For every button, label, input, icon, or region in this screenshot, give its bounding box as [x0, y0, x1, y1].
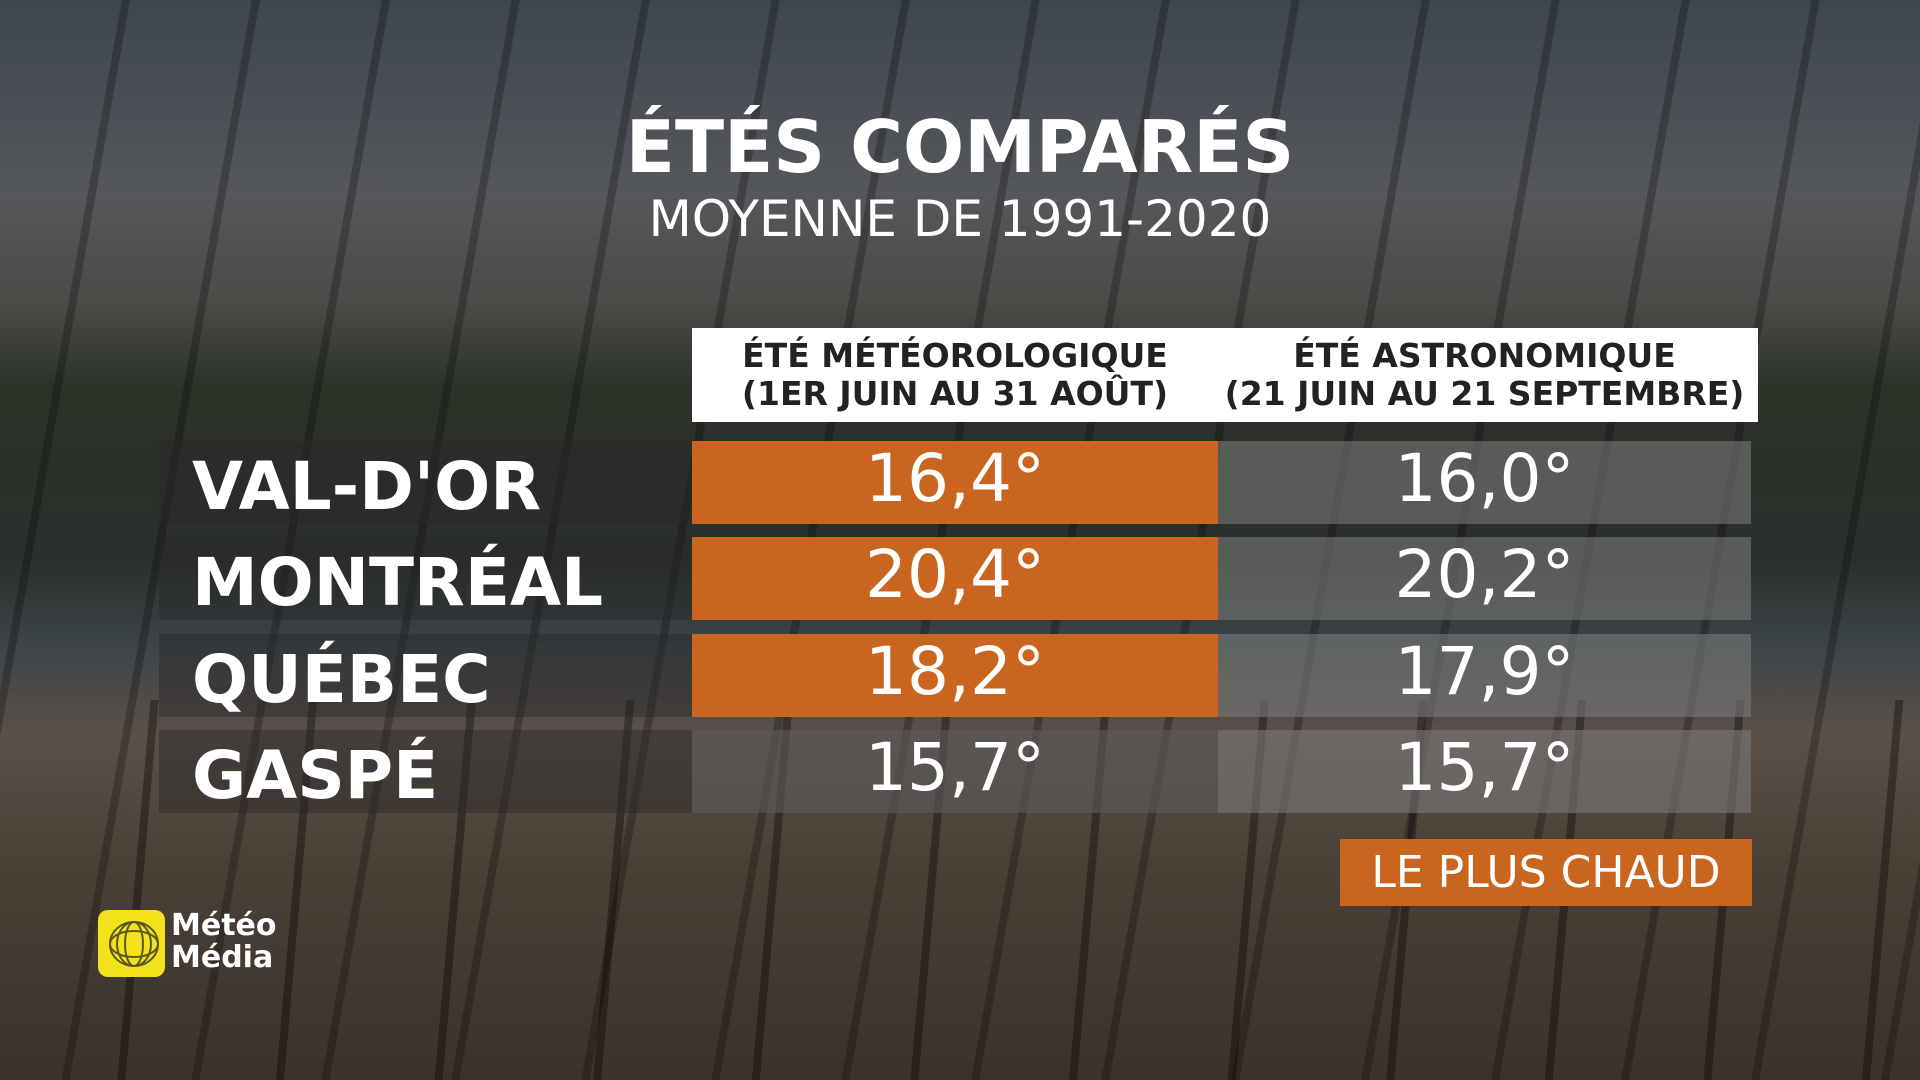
title: ÉTÉS COMPARÉS	[625, 105, 1295, 189]
column-header: ÉTÉ MÉTÉOROLOGIQUE	[742, 336, 1168, 375]
column-header: (1ER JUIN AU 31 AOÛT)	[741, 374, 1169, 413]
city-label: MONTRÉAL	[192, 544, 604, 621]
logo-line: Média	[171, 940, 274, 975]
logo-line: Météo	[171, 908, 277, 943]
city-label: GASPÉ	[192, 737, 439, 814]
subtitle: MOYENNE DE 1991-2020	[648, 190, 1272, 248]
city-label: QUÉBEC	[192, 641, 491, 718]
value-cell: 18,2°	[692, 634, 1218, 717]
value-cell: 17,9°	[1218, 634, 1751, 717]
logo-icon	[98, 910, 165, 977]
column-header: (21 JUIN AU 21 SEPTEMBRE)	[1224, 374, 1745, 413]
row-band	[159, 634, 692, 717]
row-band	[159, 441, 692, 524]
logo-text: Météo Média	[171, 910, 277, 974]
value-cell: 16,4°	[692, 441, 1218, 524]
value-cell: 15,7°	[1218, 730, 1751, 813]
row-band	[159, 730, 692, 813]
value-cell: 20,4°	[692, 537, 1218, 620]
column-header: ÉTÉ ASTRONOMIQUE	[1293, 336, 1676, 375]
header-box	[692, 328, 1758, 422]
row-band	[159, 537, 692, 620]
value-cell: 15,7°	[692, 730, 1218, 813]
city-label: VAL-D'OR	[192, 448, 542, 525]
value-cell: 20,2°	[1218, 537, 1751, 620]
legend-box: LE PLUS CHAUD	[1340, 839, 1752, 906]
logo-swirl	[109, 921, 159, 967]
value-cell: 16,0°	[1218, 441, 1751, 524]
